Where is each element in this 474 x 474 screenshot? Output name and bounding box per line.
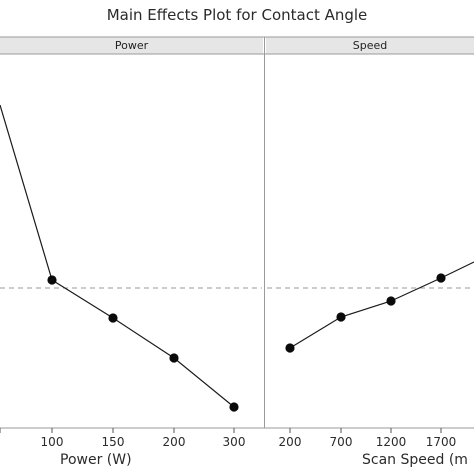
data-point-speed-1700 [436, 273, 446, 283]
x-tick-label-speed-200: 200 [279, 435, 302, 449]
data-point-power-150 [108, 313, 118, 323]
series-line-power [0, 104, 235, 408]
x-tick-label-power-200: 200 [163, 435, 186, 449]
data-point-speed-1200 [386, 296, 396, 306]
x-axis-label-speed: Scan Speed (m [362, 452, 468, 468]
data-point-speed-200 [285, 343, 295, 353]
panel-header-speed: Speed [266, 37, 474, 54]
chart-title: Main Effects Plot for Contact Angle [106, 6, 368, 24]
x-axis-label-power: Power (W) [60, 452, 132, 468]
panel-header-power: Power [0, 37, 263, 54]
x-tick-label-speed-1200: 1200 [376, 435, 407, 449]
data-point-power-100 [47, 275, 57, 285]
data-point-power-300 [229, 402, 239, 412]
x-tick-label-power-100: 100 [41, 435, 64, 449]
data-point-speed-700 [336, 312, 346, 322]
x-tick-label-power-300: 300 [223, 435, 246, 449]
x-tick-label-speed-1700: 1700 [426, 435, 457, 449]
panel-title-power: Power [114, 39, 149, 52]
data-point-power-200 [169, 353, 179, 363]
panel-title-speed: Speed [352, 39, 388, 52]
series-line-speed [289, 261, 474, 349]
x-tick-label-power-150: 150 [102, 435, 125, 449]
x-tick-label-speed-700: 700 [330, 435, 353, 449]
